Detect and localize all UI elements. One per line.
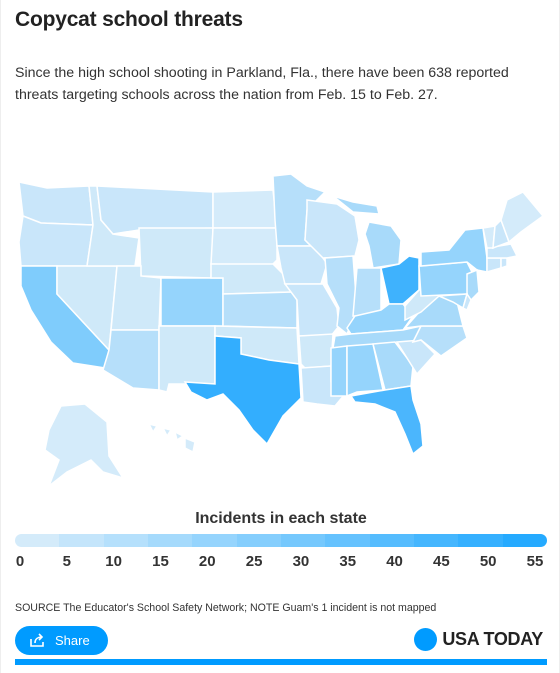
- state-south-dakota[interactable]: [210, 227, 278, 267]
- legend-label: 55: [526, 553, 544, 570]
- state-montana[interactable]: [96, 185, 214, 235]
- state-missouri[interactable]: [283, 283, 340, 337]
- legend-label: 50: [479, 553, 497, 570]
- state-michigan[interactable]: [364, 221, 402, 269]
- legend-swatch: [236, 534, 281, 547]
- legend-label: 45: [433, 553, 450, 570]
- state-colorado[interactable]: [160, 277, 224, 327]
- state-arizona[interactable]: [102, 329, 160, 391]
- legend-label: 35: [339, 553, 357, 570]
- description: Since the high school shooting in Parkla…: [15, 65, 509, 103]
- legend-swatch: [15, 534, 60, 547]
- brand-dot-icon: [414, 628, 438, 651]
- state-hawaii-2[interactable]: [161, 426, 173, 438]
- state-delaware[interactable]: [462, 292, 472, 312]
- legend-label: 25: [245, 553, 263, 570]
- legend-swatch: [369, 534, 414, 547]
- legend-swatch: [147, 534, 193, 547]
- state-hawaii-1[interactable]: [147, 422, 159, 434]
- share-label: Share: [55, 633, 90, 648]
- state-pennsylvania[interactable]: [418, 261, 474, 297]
- state-alaska[interactable]: [44, 403, 125, 489]
- legend-label: 0: [15, 553, 25, 570]
- state-wyoming[interactable]: [138, 227, 214, 279]
- state-georgia[interactable]: [372, 341, 414, 391]
- legend-swatch: [413, 534, 459, 547]
- legend-color-scale: [15, 534, 547, 547]
- legend-swatch: [458, 534, 503, 547]
- state-florida[interactable]: [349, 385, 424, 456]
- legend-swatch: [103, 534, 148, 547]
- state-hawaii-4[interactable]: [184, 436, 196, 454]
- state-north-dakota[interactable]: [212, 189, 278, 229]
- state-mississippi[interactable]: [330, 345, 348, 397]
- state-indiana[interactable]: [352, 267, 382, 317]
- state-new-jersey[interactable]: [466, 268, 480, 302]
- legend-title: Incidents in each state: [195, 510, 367, 527]
- legend-swatch: [502, 534, 547, 547]
- us-map: [1, 160, 560, 500]
- usa-today-logo: USA TODAY: [414, 628, 543, 651]
- legend-swatch: [280, 534, 326, 547]
- legend-swatch: [192, 534, 237, 547]
- legend-swatch: [59, 534, 104, 547]
- state-connecticut[interactable]: [486, 257, 502, 273]
- page-title: Copycat school threats: [15, 8, 243, 31]
- state-kansas[interactable]: [222, 291, 298, 329]
- legend-swatch: [325, 534, 370, 547]
- legend-label: 10: [105, 553, 122, 570]
- legend-label: 20: [198, 553, 216, 570]
- legend-label: 30: [292, 553, 310, 570]
- brand-name: USA TODAY: [442, 629, 543, 649]
- legend-labels: 0 5 10 15 20 25 30 35 40 45 50 55: [1, 553, 560, 575]
- state-michigan-up[interactable]: [332, 195, 380, 215]
- legend-label: 5: [62, 553, 71, 570]
- state-alabama[interactable]: [346, 343, 384, 398]
- share-icon: [30, 633, 44, 647]
- state-rhode-island[interactable]: [500, 257, 508, 270]
- legend-label: 15: [152, 553, 169, 570]
- state-illinois[interactable]: [324, 255, 358, 336]
- bottom-accent-bar: [15, 659, 547, 665]
- legend-label: 40: [386, 553, 403, 570]
- state-texas[interactable]: [183, 335, 302, 446]
- state-hawaii-3[interactable]: [173, 430, 185, 442]
- state-maine[interactable]: [500, 191, 545, 244]
- source-note: SOURCE The Educator's School Safety Netw…: [15, 602, 437, 614]
- share-button[interactable]: Share: [15, 626, 108, 655]
- state-arkansas[interactable]: [298, 333, 334, 369]
